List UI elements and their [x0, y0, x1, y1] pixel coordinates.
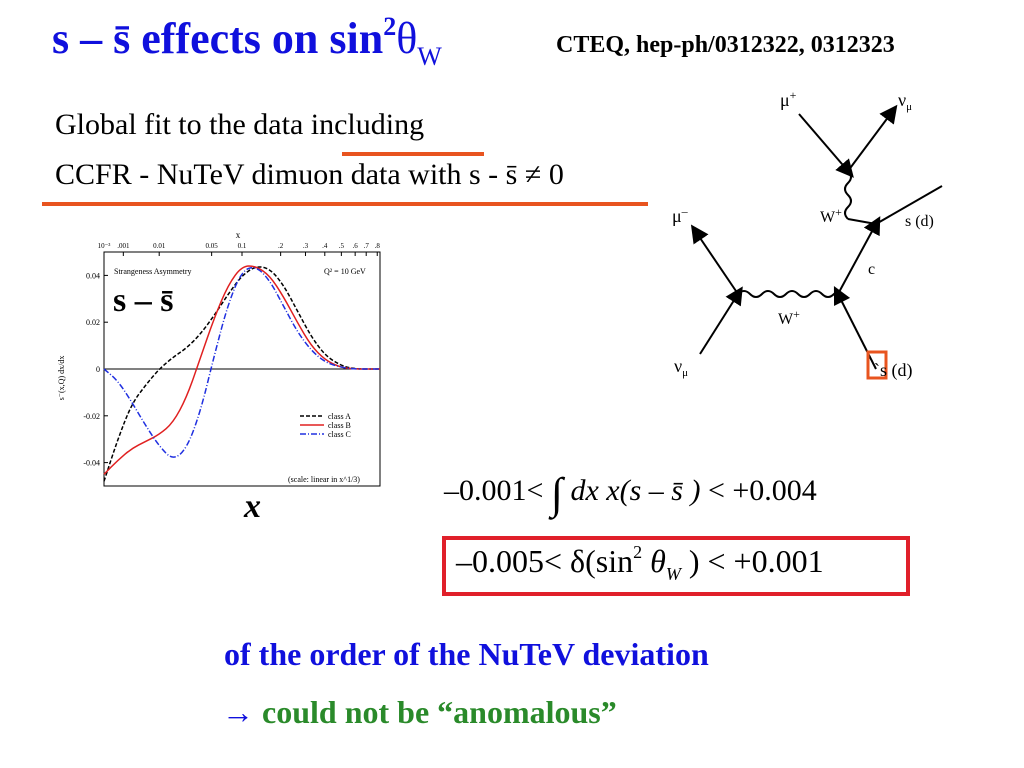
c-quark-line — [837, 216, 881, 295]
top-tick-label: 10⁻³ — [98, 242, 111, 250]
title-main: s – s̄ effects on sin — [52, 14, 384, 63]
eq2-sup: 2 — [633, 542, 643, 562]
eq1-body: dx x(s – s̄ ) — [570, 474, 701, 507]
nu-mu-bottom-line — [699, 286, 743, 355]
w-top-wavy — [844, 170, 852, 220]
series-line-class-b — [103, 265, 380, 475]
conclusion-line-1: of the order of the NuTeV deviation — [224, 636, 709, 672]
conclusion-line-2-text: could not be “anomalous” — [254, 694, 617, 730]
text-line-1: Global fit to the data including — [55, 108, 425, 141]
label-mu-minus: μ– — [672, 204, 689, 226]
label-s-d-bottom: `s (d) — [874, 360, 913, 381]
y-tick-label: 0.04 — [86, 271, 100, 280]
label-nu-mu-bottom: νμ — [674, 356, 688, 379]
underline-dimuon — [42, 202, 648, 206]
series-line-class-c — [103, 267, 380, 458]
feynman-diagram: μ+ νμ W+ s (d) μ– c W+ νμ `s (d) — [672, 88, 943, 381]
label-c: c — [868, 261, 875, 278]
s-d-highlight-box — [866, 350, 888, 380]
title-subscript: W — [417, 42, 442, 71]
legend-label: class C — [328, 430, 351, 439]
title-superscript: 2 — [383, 12, 397, 41]
integral-sign: ∫ — [550, 469, 563, 518]
y-tick-label: -0.04 — [83, 459, 100, 468]
y-axis-label: s⁻(x,Q) dx/dx — [57, 356, 66, 401]
conclusion-line-2: → could not be “anomalous” — [222, 694, 617, 731]
eq2-right: ) < +0.001 — [680, 543, 824, 579]
top-tick-label: 0.05 — [206, 242, 219, 250]
top-tick-label: .4 — [322, 242, 328, 250]
w-top-join — [847, 218, 877, 225]
label-w-top: W+ — [820, 205, 842, 226]
top-tick-label: .7 — [364, 242, 370, 250]
w-bottom-wavy — [737, 290, 843, 298]
eq2-theta: θ — [642, 543, 666, 579]
equation-sin2theta: –0.005< δ(sin2 θW ) < +0.001 — [456, 542, 824, 585]
s-d-top-line — [875, 185, 943, 225]
top-tick-label: .6 — [353, 242, 359, 250]
top-tick-label: .8 — [375, 242, 381, 250]
legend-label: class A — [328, 412, 351, 421]
top-tick-label: .3 — [303, 242, 309, 250]
label-s-d-top: s (d) — [905, 213, 934, 230]
label-nu-mu-top: νμ — [898, 90, 912, 113]
top-tick-label: 0.1 — [238, 242, 247, 250]
strangeness-plot: 10⁻³ .001 0.01 0.05 0.1 .2 .3 .4 .5 .6 .7 .8 x 0.04… — [57, 230, 381, 487]
y-tick-label: 0.02 — [86, 318, 100, 327]
plot-scale-annotation: (scale: linear in x^1/3) — [288, 475, 360, 484]
plot-overlay-label: s – s̄ — [113, 282, 174, 319]
eq2-left: –0.005< δ(sin — [456, 543, 634, 579]
top-axis-title: x — [236, 230, 241, 240]
plot-title: Strangeness Asymmetry — [114, 267, 192, 276]
y-tick-label: 0 — [96, 365, 100, 374]
title-theta: θ — [396, 14, 418, 63]
top-tick-label: .5 — [339, 242, 345, 250]
eq1-right: < +0.004 — [700, 474, 817, 507]
reference: CTEQ, hep-ph/0312322, 0312323 — [556, 32, 895, 58]
plot-q2-annotation: Q² = 10 GeV — [324, 267, 366, 276]
mu-plus-line — [798, 113, 854, 178]
equation-box — [442, 536, 910, 596]
label-w-bottom: W+ — [778, 307, 800, 328]
arrow-icon: → — [222, 694, 254, 730]
top-tick-label: .001 — [117, 242, 130, 250]
legend-label: class B — [328, 421, 351, 430]
eq2-sub: W — [665, 564, 681, 584]
y-tick-label: -0.02 — [83, 412, 100, 421]
equation-integral: –0.001< ∫ dx x(s – s̄ ) < +0.004 — [444, 468, 817, 519]
text-line-2: CCFR - NuTeV dimuon data with s - s̄ ≠ 0 — [55, 158, 564, 191]
s-d-bottom-line — [833, 285, 877, 370]
mu-minus-line — [690, 224, 739, 295]
top-tick-label: 0.01 — [153, 242, 166, 250]
series-line-class-a — [103, 266, 380, 482]
top-tick-label: .2 — [278, 242, 284, 250]
plot-series — [103, 265, 380, 482]
plot-x-label: x — [244, 488, 261, 525]
nu-mu-top-line — [847, 104, 898, 172]
underline-including — [342, 152, 484, 156]
top-axis-ticks: 10⁻³ .001 0.01 0.05 0.1 .2 .3 .4 .5 .6 .7 .8 — [98, 242, 381, 256]
slide-title: s – s̄ effects on sin2θW — [52, 12, 442, 72]
label-mu-plus: μ+ — [780, 88, 797, 110]
eq1-left: –0.001< — [444, 474, 544, 507]
